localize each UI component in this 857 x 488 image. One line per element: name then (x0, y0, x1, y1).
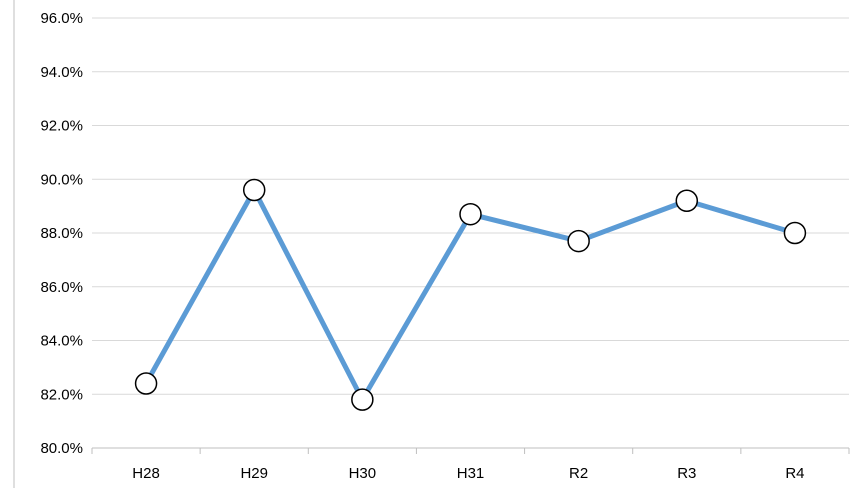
markers-group (134, 178, 807, 411)
x-tick-label: R4 (785, 465, 804, 482)
y-tick-label: 80.0% (40, 440, 83, 457)
y-tick-label: 88.0% (40, 225, 83, 242)
y-axis-tick-labels: 80.0% 82.0% 84.0% 86.0% 88.0% 90.0% 92.0% 94.0%… (40, 10, 83, 457)
data-point-marker (242, 178, 266, 202)
x-tick-label: R3 (677, 465, 696, 482)
x-tick-label: R2 (569, 465, 588, 482)
y-tick-label: 82.0% (40, 386, 83, 403)
y-tick-label: 90.0% (40, 171, 83, 188)
data-point-marker (675, 189, 699, 212)
gridlines (91, 17, 850, 454)
x-tick-label: H28 (132, 465, 160, 482)
y-tick-label: 84.0% (40, 333, 83, 350)
data-point-marker (134, 372, 158, 395)
data-point-marker (459, 202, 482, 226)
y-tick-label: 96.0% (40, 10, 83, 27)
y-tick-label: 86.0% (40, 279, 83, 296)
x-axis-tick-labels: H28 H29 H30 H31 R2 R3 R4 (132, 465, 804, 482)
x-tick-label: H30 (349, 465, 377, 482)
y-tick-label: 94.0% (40, 64, 83, 81)
data-point-marker (783, 221, 807, 245)
x-tick-label: H31 (457, 465, 485, 482)
y-tick-label: 92.0% (40, 118, 83, 135)
data-point-marker (351, 388, 374, 411)
data-point-marker (567, 229, 590, 253)
x-tick-label: H29 (240, 465, 268, 482)
